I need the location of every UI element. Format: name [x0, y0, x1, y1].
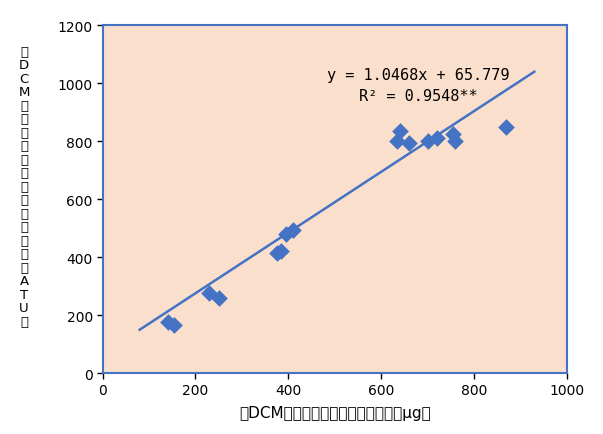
Point	[276, 248, 286, 255]
Text: y = 1.0468x + 65.779
R² = 0.9548**: y = 1.0468x + 65.779 R² = 0.9548**	[327, 68, 510, 104]
Point	[450, 138, 460, 145]
Text: 根
D
C
M
洗
浄
液
中
の
确
化
抑
制
活
性
量
（
A
T
U
）: 根 D C M 洗 浄 液 中 の 确 化 抑 制 活 性 量 （ A T U …	[19, 46, 30, 328]
Point	[204, 290, 214, 297]
Point	[395, 128, 405, 135]
Point	[288, 227, 298, 233]
Point	[423, 138, 432, 145]
X-axis label: 根DCM洗浄液中のソルゴレオン量（μg）: 根DCM洗浄液中のソルゴレオン量（μg）	[239, 405, 431, 420]
Point	[502, 124, 511, 131]
Point	[214, 295, 224, 302]
Point	[281, 231, 291, 238]
Point	[432, 135, 441, 142]
Point	[448, 131, 458, 138]
Point	[163, 319, 172, 326]
Point	[393, 138, 402, 145]
Point	[404, 140, 414, 147]
Point	[272, 250, 282, 256]
Point	[169, 322, 179, 329]
